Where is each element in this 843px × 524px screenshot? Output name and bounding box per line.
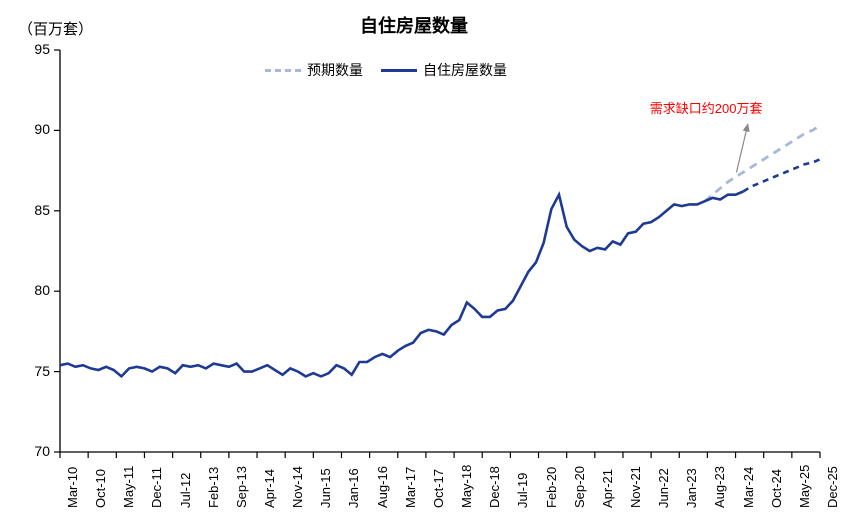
x-tick-label: Jul-12	[178, 473, 193, 508]
x-tick-label: Oct-17	[431, 469, 446, 508]
legend-swatch-expected	[265, 69, 301, 72]
x-tick-label: May-25	[797, 465, 812, 508]
x-tick-label: Aug-16	[375, 466, 390, 508]
x-tick-label: May-18	[459, 465, 474, 508]
x-tick-label: Jan-16	[346, 468, 361, 508]
x-tick-label: Oct-24	[769, 469, 784, 508]
y-tick-label: 95	[20, 41, 50, 57]
x-tick-label: May-11	[121, 466, 136, 508]
legend-label-actual: 自住房屋数量	[423, 60, 507, 80]
x-tick-label: Aug-23	[712, 466, 727, 508]
x-tick-label: Oct-10	[93, 469, 108, 508]
legend-label-expected: 预期数量	[307, 60, 363, 80]
x-tick-label: Jul-19	[515, 473, 530, 508]
chart-title: 自住房屋数量	[360, 12, 468, 38]
x-tick-label: Mar-24	[741, 467, 756, 508]
series-actual	[60, 192, 743, 377]
x-tick-label: Mar-10	[65, 467, 80, 508]
legend-item-expected: 预期数量	[265, 60, 363, 80]
legend-item-actual: 自住房屋数量	[381, 60, 507, 80]
annotation-arrow	[736, 124, 747, 172]
x-tick-label: Dec-18	[487, 466, 502, 508]
x-tick-label: Apr-14	[262, 469, 277, 508]
y-tick-label: 70	[20, 443, 50, 459]
series-expected	[705, 126, 820, 202]
y-tick-label: 85	[20, 202, 50, 218]
x-tick-label: Nov-14	[290, 466, 305, 508]
x-tick-label: Nov-21	[628, 466, 643, 508]
y-tick-label: 90	[20, 121, 50, 137]
y-tick-label: 75	[20, 363, 50, 379]
x-tick-label: Feb-20	[544, 467, 559, 508]
x-tick-label: Jan-23	[684, 468, 699, 508]
x-tick-label: Dec-25	[825, 466, 840, 508]
x-tick-label: Sep-20	[572, 466, 587, 508]
x-tick-label: Sep-13	[234, 466, 249, 508]
x-tick-label: Jun-22	[656, 468, 671, 508]
legend: 预期数量 自住房屋数量	[265, 60, 507, 80]
x-tick-label: Apr-21	[600, 469, 615, 508]
chart-container: { "title": "自住房屋数量", "y_unit_label": "（百…	[0, 0, 843, 524]
y-axis-unit-label: （百万套）	[18, 18, 93, 39]
y-tick-label: 80	[20, 282, 50, 298]
legend-swatch-actual	[381, 69, 417, 72]
x-tick-label: Mar-17	[403, 467, 418, 508]
x-tick-label: Dec-11	[149, 467, 164, 508]
gap-annotation: 需求缺口约200万套	[650, 98, 763, 117]
x-tick-label: Jun-15	[318, 468, 333, 508]
x-tick-label: Feb-13	[206, 467, 221, 508]
